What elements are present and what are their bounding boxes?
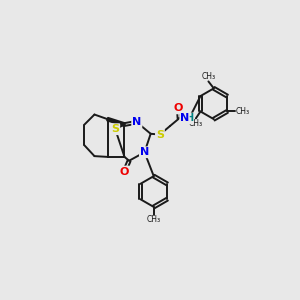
Text: N: N [180,113,189,123]
Text: N: N [140,147,149,157]
Text: S: S [156,130,164,140]
Text: S: S [111,124,119,134]
Text: H: H [185,113,193,123]
Text: CH₃: CH₃ [236,107,250,116]
Text: CH₃: CH₃ [201,72,215,81]
Text: N: N [132,117,141,127]
Text: CH₃: CH₃ [147,215,161,224]
Text: O: O [174,103,183,113]
Text: O: O [120,167,129,176]
Text: CH₃: CH₃ [189,119,203,128]
